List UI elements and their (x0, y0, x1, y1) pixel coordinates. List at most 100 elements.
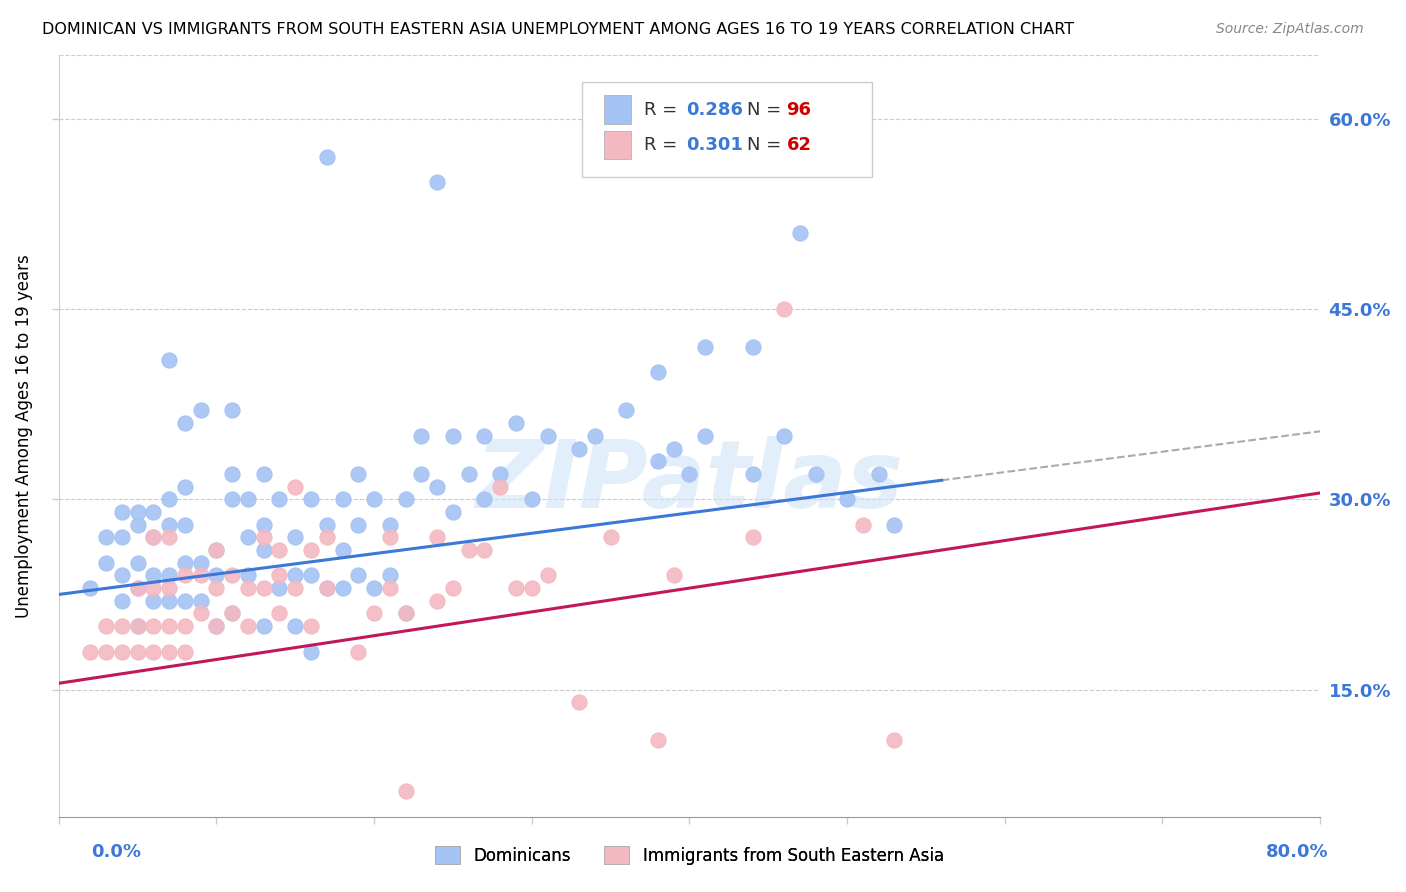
Point (111, 619, 134, 633)
Text: 0.301: 0.301 (686, 136, 742, 154)
Point (363, 607, 385, 621)
Point (190, 556, 212, 570)
Text: N =: N = (748, 101, 787, 119)
Text: 62: 62 (786, 136, 811, 154)
Point (315, 581, 337, 595)
Point (157, 492, 180, 507)
Point (157, 530, 180, 544)
Text: DOMINICAN VS IMMIGRANTS FROM SOUTH EASTERN ASIA UNEMPLOYMENT AMONG AGES 16 TO 19: DOMINICAN VS IMMIGRANTS FROM SOUTH EASTE… (42, 22, 1074, 37)
Point (190, 403, 212, 417)
Point (269, 492, 291, 507)
Point (394, 784, 416, 798)
Text: 80.0%: 80.0% (1265, 843, 1329, 861)
Point (489, 480, 512, 494)
Point (868, 467, 890, 481)
Point (441, 581, 464, 595)
Point (236, 568, 259, 582)
Point (111, 594, 134, 608)
Point (614, 403, 637, 417)
Point (284, 530, 307, 544)
Point (363, 492, 385, 507)
Point (190, 594, 212, 608)
Point (520, 492, 543, 507)
Point (332, 543, 354, 558)
Point (236, 530, 259, 544)
Point (284, 619, 307, 633)
Point (852, 517, 875, 532)
Point (441, 505, 464, 519)
Point (441, 429, 464, 443)
Point (173, 517, 195, 532)
Point (127, 505, 149, 519)
Point (94, 644, 117, 658)
Point (299, 492, 322, 507)
Point (157, 581, 180, 595)
Point (127, 581, 149, 595)
Point (883, 517, 905, 532)
Point (157, 619, 180, 633)
Point (741, 467, 763, 481)
FancyBboxPatch shape (582, 82, 872, 177)
Point (127, 556, 149, 570)
Y-axis label: Unemployment Among Ages 16 to 19 years: Unemployment Among Ages 16 to 19 years (15, 254, 32, 618)
Point (173, 480, 195, 494)
Point (173, 619, 195, 633)
Point (363, 581, 385, 595)
Point (520, 581, 543, 595)
Point (205, 619, 228, 633)
Point (394, 607, 416, 621)
Point (662, 442, 685, 456)
Point (284, 568, 307, 582)
Point (299, 619, 322, 633)
Point (883, 733, 905, 747)
Point (347, 517, 370, 532)
Point (411, 429, 433, 443)
Point (662, 568, 685, 582)
Point (426, 480, 449, 494)
Point (190, 607, 212, 621)
Point (457, 543, 479, 558)
Point (127, 619, 149, 633)
Point (205, 543, 228, 558)
Point (142, 619, 165, 633)
Point (157, 594, 180, 608)
Point (332, 581, 354, 595)
Text: ZIPatlas: ZIPatlas (475, 435, 904, 527)
Point (111, 644, 134, 658)
Point (269, 568, 291, 582)
Point (299, 568, 322, 582)
Point (236, 492, 259, 507)
Text: 0.0%: 0.0% (91, 843, 142, 861)
Legend: Dominicans, Immigrants from South Eastern Asia: Dominicans, Immigrants from South Easter… (427, 838, 952, 873)
Point (315, 530, 337, 544)
Point (127, 517, 149, 532)
Point (647, 365, 669, 379)
Point (647, 733, 669, 747)
Point (111, 530, 134, 544)
Point (695, 429, 717, 443)
Point (474, 543, 496, 558)
Text: 96: 96 (786, 101, 811, 119)
Point (253, 543, 276, 558)
Point (142, 644, 165, 658)
Point (315, 150, 337, 164)
Point (205, 568, 228, 582)
Point (142, 530, 165, 544)
Point (142, 594, 165, 608)
Point (426, 530, 449, 544)
Point (173, 416, 195, 430)
Point (426, 594, 449, 608)
Point (474, 492, 496, 507)
Point (284, 480, 307, 494)
Point (315, 581, 337, 595)
Point (568, 695, 591, 709)
Point (284, 581, 307, 595)
Point (157, 644, 180, 658)
Point (157, 568, 180, 582)
Point (142, 505, 165, 519)
Point (489, 467, 512, 481)
FancyBboxPatch shape (603, 130, 631, 160)
Point (789, 226, 811, 240)
Point (127, 581, 149, 595)
Point (253, 581, 276, 595)
